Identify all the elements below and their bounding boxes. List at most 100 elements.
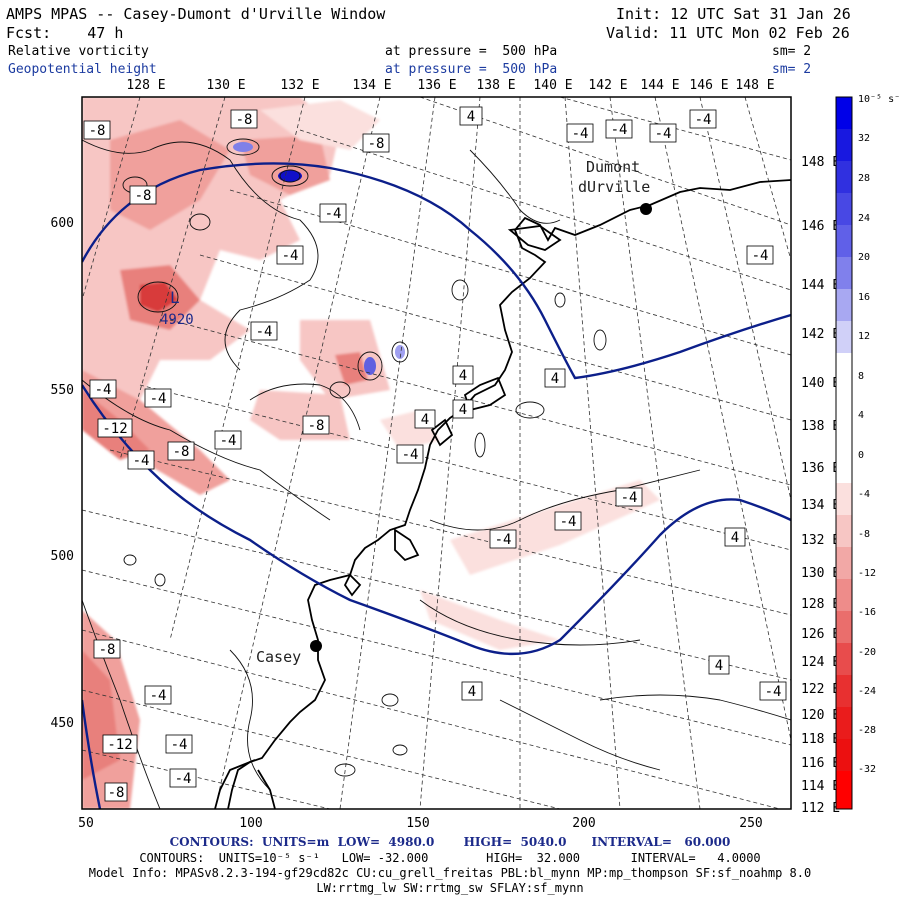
colorbar-unit: 10⁻⁵ s⁻¹ [858, 94, 900, 105]
contour-label: -8 [236, 112, 253, 128]
svg-text:200: 200 [572, 816, 595, 831]
svg-text:-24: -24 [858, 686, 876, 697]
svg-text:148 E: 148 E [735, 78, 774, 93]
forecast-hour: Fcst: 47 h [6, 24, 124, 42]
svg-text:250: 250 [739, 816, 762, 831]
svg-text:120 E: 120 E [801, 708, 840, 723]
positive-vorticity-shading [233, 142, 405, 375]
contour-label: -4 [621, 490, 638, 506]
svg-text:12: 12 [858, 331, 870, 342]
svg-text:140 E: 140 E [533, 78, 572, 93]
field1-smooth: sm= 2 [772, 44, 812, 59]
contour-label: -4 [611, 122, 628, 138]
contour-label: -4 [495, 532, 512, 548]
svg-text:132 E: 132 E [801, 533, 840, 548]
contour-label: -8 [173, 444, 190, 460]
geopotential-height-contours [82, 162, 791, 809]
vorticity-contours [82, 138, 791, 809]
svg-text:146 E: 146 E [801, 219, 840, 234]
vorticity-shading [82, 97, 660, 809]
contour-label: -4 [325, 206, 342, 222]
contour-label: -4 [655, 126, 672, 142]
contour-label: -4 [402, 447, 419, 463]
contour-label: 4 [467, 109, 475, 125]
svg-text:500: 500 [51, 549, 74, 564]
svg-text:28: 28 [858, 173, 870, 184]
svg-text:114 E: 114 E [801, 779, 840, 794]
contour-label: -4 [150, 391, 167, 407]
svg-text:134 E: 134 E [352, 78, 391, 93]
contour-label: -4 [133, 453, 150, 469]
svg-text:128 E: 128 E [801, 597, 840, 612]
contour-label: 4 [421, 412, 429, 428]
svg-text:148 E: 148 E [801, 155, 840, 170]
svg-text:122 E: 122 E [801, 682, 840, 697]
contour-label: -8 [99, 642, 116, 658]
svg-text:126 E: 126 E [801, 627, 840, 642]
plot-title: AMPS MPAS -- Casey-Dumont d'Urville Wind… [6, 5, 386, 23]
svg-text:4: 4 [858, 410, 864, 421]
contour-label: -12 [107, 737, 132, 753]
svg-text:142 E: 142 E [801, 327, 840, 342]
field2-level: at pressure = 500 hPa [385, 62, 558, 77]
contour-label: 4 [731, 530, 739, 546]
y-axis-ticks: 450 500 550 600 [51, 216, 74, 731]
station-markers [310, 203, 652, 652]
svg-text:124 E: 124 E [801, 655, 840, 670]
contour-label: -4 [256, 324, 273, 340]
field1-name: Relative vorticity [8, 44, 149, 59]
svg-text:130 E: 130 E [801, 566, 840, 581]
contour-label: -4 [220, 433, 237, 449]
contour-label: -4 [150, 688, 167, 704]
svg-text:-12: -12 [858, 568, 876, 579]
contour-label: -4 [560, 514, 577, 530]
svg-text:146 E: 146 E [689, 78, 728, 93]
field1-level: at pressure = 500 hPa [385, 44, 558, 59]
station-durville-label: dUrville [578, 178, 650, 196]
svg-text:132 E: 132 E [280, 78, 319, 93]
svg-text:32: 32 [858, 133, 870, 144]
contour-label: -4 [572, 126, 589, 142]
svg-text:112 E: 112 E [801, 801, 840, 816]
svg-text:116 E: 116 E [801, 756, 840, 771]
svg-text:136 E: 136 E [417, 78, 456, 93]
svg-text:50: 50 [78, 816, 94, 831]
contour-label: -8 [308, 418, 325, 434]
svg-text:140 E: 140 E [801, 376, 840, 391]
svg-text:138 E: 138 E [801, 419, 840, 434]
contour-label: 4 [459, 368, 467, 384]
svg-text:0: 0 [858, 450, 864, 461]
contour-label: -8 [89, 123, 106, 139]
svg-text:24: 24 [858, 213, 870, 224]
svg-text:550: 550 [51, 383, 74, 398]
svg-text:20: 20 [858, 252, 870, 263]
latitude-labels: 148 E 146 E 144 E 142 E 140 E 138 E 136 … [801, 155, 840, 816]
svg-text:130 E: 130 E [206, 78, 245, 93]
low-pressure-label: L [170, 288, 180, 307]
svg-text:144 E: 144 E [801, 278, 840, 293]
contour-label: -12 [102, 421, 127, 437]
contour-label: -4 [175, 771, 192, 787]
colorbar-labels: 32 28 24 20 16 12 8 4 0 -4 -8 -12 -16 -2… [858, 133, 876, 775]
field2-smooth: sm= 2 [772, 62, 812, 77]
svg-text:8: 8 [858, 371, 864, 382]
station-dumont-label: Dumont [586, 158, 640, 176]
svg-text:142 E: 142 E [588, 78, 627, 93]
vorticity-contour-info: CONTOURS: UNITS=10⁻⁵ s⁻¹ LOW= -32.000 HI… [139, 851, 761, 865]
svg-text:134 E: 134 E [801, 498, 840, 513]
svg-text:144 E: 144 E [640, 78, 679, 93]
svg-text:-20: -20 [858, 647, 876, 658]
station-casey-label: Casey [256, 648, 301, 666]
init-time: Init: 12 UTC Sat 31 Jan 26 [616, 5, 851, 23]
contour-label: -4 [282, 248, 299, 264]
svg-text:-28: -28 [858, 725, 876, 736]
contour-label: -4 [171, 737, 188, 753]
contour-label: -4 [95, 382, 112, 398]
svg-text:118 E: 118 E [801, 732, 840, 747]
height-contour-value: 4920 [160, 312, 194, 328]
map-frame [81, 96, 792, 810]
field2-name: Geopotential height [8, 62, 157, 77]
contour-label: 4 [468, 684, 476, 700]
svg-text:600: 600 [51, 216, 74, 231]
